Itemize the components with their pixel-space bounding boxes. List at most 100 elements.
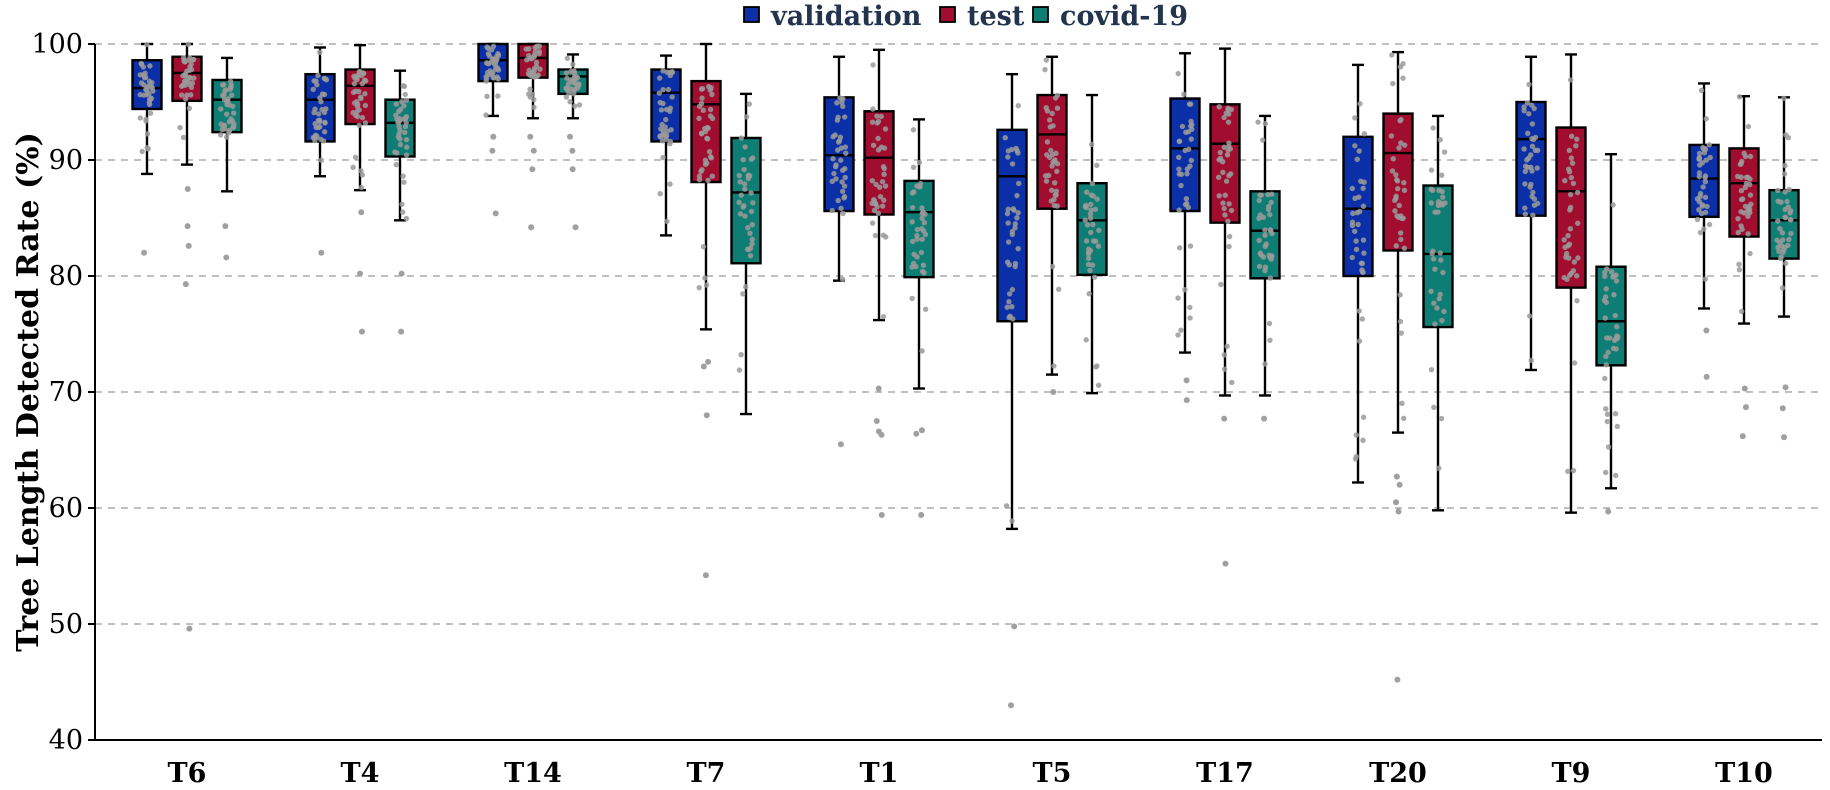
sample-point <box>1054 92 1061 99</box>
outlier-point-covid-19-T6-1 <box>222 223 229 230</box>
sample-point <box>696 103 703 109</box>
sample-point <box>1747 209 1753 216</box>
sample-point <box>181 58 187 64</box>
sample-point <box>1012 260 1019 267</box>
sample-point <box>842 144 849 150</box>
sample-point <box>658 107 665 113</box>
sample-point <box>1528 152 1534 158</box>
sample-point <box>840 103 846 110</box>
sample-point <box>404 144 410 150</box>
y-tick-label-50: 50 <box>49 609 83 640</box>
boxes <box>131 41 1800 709</box>
legend-label-test: test <box>967 1 1025 32</box>
sample-point <box>871 207 878 214</box>
sample-point <box>750 200 756 206</box>
sample-point <box>1008 146 1015 153</box>
sample-point <box>484 44 490 50</box>
sample-point <box>746 101 752 107</box>
sample-point <box>1009 518 1015 524</box>
sample-point <box>909 295 915 302</box>
sample-point <box>401 179 407 185</box>
sample-point <box>354 76 360 83</box>
sample-point <box>1775 244 1781 250</box>
box-validation-T10 <box>1688 82 1720 380</box>
outlier-point-validation-T14-0 <box>492 210 499 217</box>
sample-point <box>1565 243 1571 249</box>
sample-point <box>1217 149 1223 156</box>
sample-point <box>914 236 920 242</box>
sample-point <box>1436 187 1442 193</box>
sample-point <box>144 92 150 98</box>
sample-point <box>1221 352 1228 358</box>
box-test-T17 <box>1209 47 1241 567</box>
sample-point <box>185 41 191 48</box>
sample-point <box>351 80 358 87</box>
box-covid-19-T10 <box>1768 95 1800 441</box>
sample-point <box>657 133 663 140</box>
outlier-point-test-T20-4 <box>1393 473 1400 480</box>
sample-point <box>1703 157 1709 163</box>
outlier-point-test-T14-1 <box>529 166 536 173</box>
sample-point <box>1044 108 1051 114</box>
outlier-point-validation-T5-1 <box>1011 623 1018 630</box>
sample-point <box>1349 219 1356 225</box>
sample-point <box>1397 292 1403 298</box>
sample-point <box>1360 414 1367 420</box>
sample-point <box>142 74 149 81</box>
sample-point <box>1784 198 1790 205</box>
outlier-point-test-T14-2 <box>530 147 537 154</box>
sample-point <box>1521 107 1527 114</box>
sample-point <box>1359 316 1365 322</box>
sample-point <box>1175 70 1181 77</box>
sample-point <box>838 157 844 163</box>
sample-point <box>1255 119 1261 125</box>
sample-point <box>218 106 224 112</box>
sample-point <box>657 190 663 197</box>
sample-point <box>1360 203 1367 209</box>
sample-point <box>881 171 887 178</box>
sample-point <box>1005 154 1011 160</box>
sample-point <box>1436 465 1442 471</box>
sample-point <box>1706 221 1713 228</box>
sample-point <box>909 204 916 211</box>
sample-point <box>1398 236 1404 243</box>
sample-point <box>1178 182 1184 189</box>
sample-point <box>1747 153 1754 160</box>
sample-point <box>1567 207 1573 213</box>
sample-point <box>1356 308 1362 314</box>
sample-point <box>1049 187 1055 193</box>
sample-point <box>1053 192 1059 198</box>
sample-point <box>1091 274 1098 280</box>
sample-point <box>1267 337 1273 343</box>
sample-point <box>1353 453 1360 460</box>
sample-point <box>537 66 543 72</box>
sample-point <box>1787 208 1794 214</box>
sample-point <box>910 164 917 171</box>
sample-point <box>702 275 708 281</box>
sample-point <box>882 126 889 132</box>
sample-point <box>1009 286 1016 293</box>
sample-point <box>1083 337 1089 343</box>
sample-point <box>1088 229 1094 236</box>
sample-point <box>1782 244 1788 251</box>
sample-point <box>669 94 675 100</box>
sample-point <box>1349 254 1355 261</box>
sample-point <box>1701 226 1707 232</box>
gridlines <box>95 43 1822 625</box>
sample-point <box>838 205 844 212</box>
sample-point <box>1216 157 1222 163</box>
sample-point <box>312 106 318 112</box>
sample-point <box>1562 177 1568 184</box>
x-category-label-T5: T5 <box>1033 758 1072 789</box>
sample-point <box>1612 411 1619 417</box>
sample-point <box>919 226 925 232</box>
sample-point <box>1561 274 1567 281</box>
sample-point <box>875 210 882 216</box>
sample-point <box>1189 126 1195 133</box>
sample-point <box>667 108 673 114</box>
outlier-point-test-T14-0 <box>528 224 535 231</box>
sample-point <box>358 184 365 191</box>
box-covid-19-T5 <box>1076 93 1108 395</box>
sample-point <box>1747 192 1754 198</box>
sample-point <box>1748 201 1754 207</box>
